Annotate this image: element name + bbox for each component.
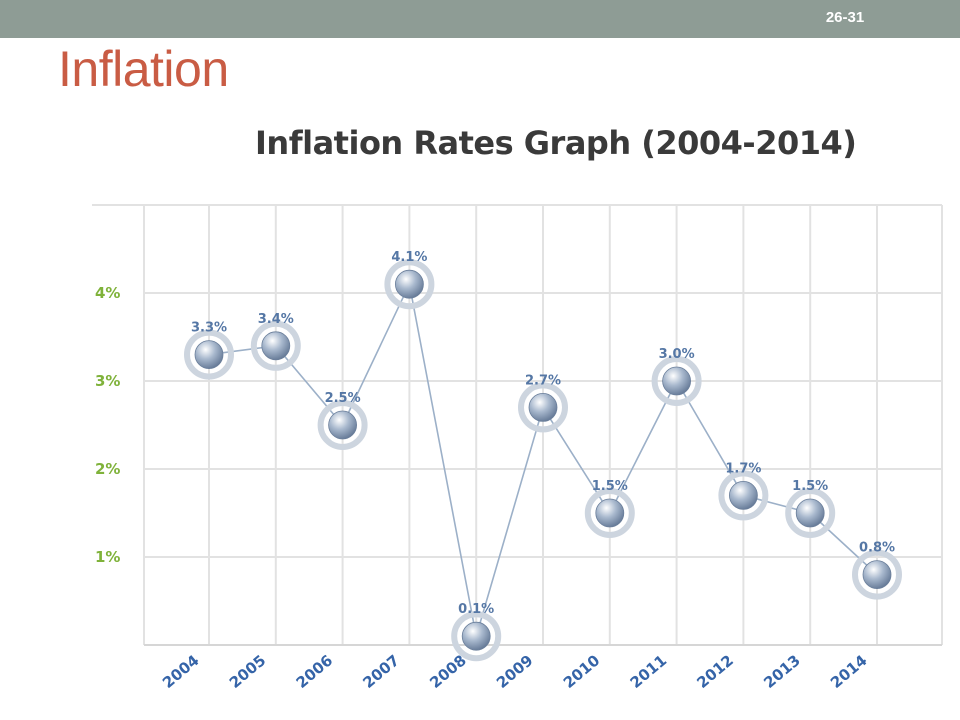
data-label: 4.1% (391, 250, 427, 265)
y-tick-label: 1% (95, 548, 120, 566)
slide-title: Inflation (58, 41, 229, 97)
data-label: 3.4% (258, 312, 294, 327)
data-point (461, 621, 491, 651)
data-point-halo (718, 470, 769, 521)
x-tick-label: 2012 (693, 651, 737, 692)
data-label: 3.0% (659, 347, 695, 362)
data-label: 0.1% (458, 602, 494, 617)
data-point-halo (384, 259, 435, 310)
data-label: 1.5% (792, 479, 828, 494)
data-point (528, 392, 558, 422)
x-tick-label: 2007 (359, 651, 403, 692)
data-point (261, 331, 291, 361)
y-axis-ticks: 1% 2% 3% 4% (95, 284, 120, 566)
top-bar (0, 0, 960, 38)
data-point (595, 498, 625, 528)
data-point-halo (584, 488, 635, 538)
data-point (795, 498, 825, 528)
x-tick-label: 2009 (493, 651, 537, 692)
x-tick-label: 2013 (760, 651, 804, 692)
data-label: 2.7% (525, 373, 561, 388)
x-axis-ticks: 2004 2005 2006 2007 2008 2009 2010 2011 2012 2013… (159, 651, 871, 692)
data-point-halo (451, 611, 502, 662)
grid-lines (92, 204, 943, 646)
data-label: 1.5% (592, 479, 628, 494)
data-label: 1.7% (725, 461, 761, 476)
data-labels: 3.3% 3.4% 2.5% 4.1% 0.1% 2.7% 1.5% 3.0% 1.7% 1.5%… (191, 250, 895, 617)
data-point-halo (785, 488, 836, 538)
data-point (328, 410, 358, 440)
data-point (662, 366, 691, 396)
data-point (862, 560, 892, 589)
x-tick-label: 2010 (560, 651, 604, 692)
x-tick-label: 2011 (627, 651, 671, 692)
data-point-halo (184, 329, 234, 380)
data-point (394, 269, 424, 299)
x-tick-label: 2004 (159, 651, 203, 692)
x-tick-label: 2006 (293, 651, 337, 692)
y-tick-label: 2% (95, 460, 120, 478)
data-point (729, 480, 758, 510)
data-label: 0.8% (859, 541, 895, 556)
y-tick-label: 3% (95, 372, 120, 390)
data-label: 2.5% (325, 391, 361, 406)
y-tick-label: 4% (95, 284, 120, 302)
data-point (194, 340, 224, 370)
page-number: 26-31 (825, 9, 865, 26)
x-tick-label: 2005 (226, 651, 270, 692)
data-point-halo (852, 549, 902, 600)
data-point-halo (651, 356, 702, 406)
x-tick-label: 2014 (827, 651, 871, 692)
data-label: 3.3% (191, 321, 227, 336)
data-point-halo (250, 320, 301, 371)
data-points (184, 259, 902, 662)
data-point-halo (317, 400, 368, 450)
data-point-halo (518, 382, 568, 433)
chart-title: Inflation Rates Graph (2004-2014) (255, 124, 857, 162)
